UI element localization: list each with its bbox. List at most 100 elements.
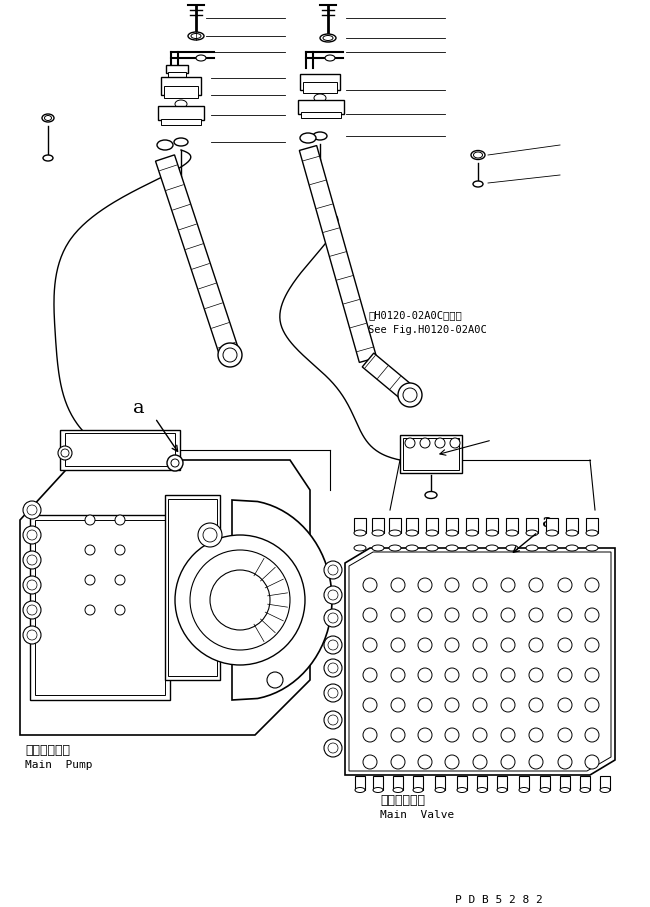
Ellipse shape — [546, 530, 558, 536]
Circle shape — [501, 728, 515, 742]
Circle shape — [328, 640, 338, 650]
Ellipse shape — [323, 35, 333, 41]
Circle shape — [558, 608, 572, 622]
Ellipse shape — [325, 55, 335, 61]
Circle shape — [115, 545, 125, 555]
Circle shape — [473, 755, 487, 769]
Circle shape — [324, 684, 342, 702]
Bar — [164, 86, 198, 98]
Polygon shape — [20, 460, 310, 735]
Circle shape — [558, 668, 572, 682]
Circle shape — [558, 578, 572, 592]
Ellipse shape — [175, 100, 187, 108]
Circle shape — [585, 578, 599, 592]
Circle shape — [328, 715, 338, 725]
Circle shape — [445, 638, 459, 652]
Ellipse shape — [435, 787, 445, 793]
Bar — [60, 430, 180, 470]
Circle shape — [223, 348, 237, 362]
Bar — [580, 776, 590, 790]
Circle shape — [324, 586, 342, 604]
Bar — [373, 776, 383, 790]
Ellipse shape — [473, 152, 482, 158]
Ellipse shape — [314, 94, 326, 102]
Circle shape — [324, 561, 342, 579]
Bar — [158, 106, 204, 120]
Circle shape — [473, 608, 487, 622]
Bar — [406, 518, 418, 533]
Ellipse shape — [580, 787, 590, 793]
Ellipse shape — [426, 530, 438, 536]
Bar — [457, 776, 467, 790]
Ellipse shape — [446, 545, 458, 551]
Circle shape — [167, 455, 183, 471]
Circle shape — [445, 755, 459, 769]
Circle shape — [328, 613, 338, 623]
Circle shape — [328, 590, 338, 600]
Circle shape — [391, 755, 405, 769]
Circle shape — [418, 578, 432, 592]
Ellipse shape — [506, 545, 518, 551]
Text: Main  Valve: Main Valve — [380, 810, 454, 820]
Ellipse shape — [519, 787, 529, 793]
Circle shape — [585, 698, 599, 712]
Bar — [600, 776, 610, 790]
Ellipse shape — [497, 787, 507, 793]
Circle shape — [529, 755, 543, 769]
Ellipse shape — [586, 545, 598, 551]
Ellipse shape — [566, 530, 578, 536]
Ellipse shape — [446, 530, 458, 536]
Circle shape — [585, 755, 599, 769]
Bar — [355, 776, 365, 790]
Circle shape — [558, 755, 572, 769]
Bar — [161, 119, 201, 125]
Bar — [372, 518, 384, 533]
Bar — [526, 518, 538, 533]
Circle shape — [391, 608, 405, 622]
Circle shape — [324, 659, 342, 677]
Circle shape — [23, 626, 41, 644]
Polygon shape — [349, 552, 611, 771]
Ellipse shape — [540, 787, 550, 793]
Bar — [413, 776, 423, 790]
Bar — [354, 518, 366, 533]
Circle shape — [418, 608, 432, 622]
Ellipse shape — [393, 787, 403, 793]
Ellipse shape — [406, 530, 418, 536]
Circle shape — [324, 739, 342, 757]
Bar — [497, 776, 507, 790]
Circle shape — [85, 545, 95, 555]
Text: Main  Pump: Main Pump — [25, 760, 92, 770]
Ellipse shape — [600, 787, 610, 793]
Ellipse shape — [354, 530, 366, 536]
Circle shape — [501, 668, 515, 682]
Circle shape — [529, 668, 543, 682]
Ellipse shape — [372, 545, 384, 551]
Circle shape — [418, 698, 432, 712]
Ellipse shape — [188, 32, 204, 40]
Ellipse shape — [473, 181, 483, 187]
Circle shape — [501, 578, 515, 592]
Ellipse shape — [486, 530, 498, 536]
Ellipse shape — [471, 151, 485, 160]
Ellipse shape — [157, 140, 173, 150]
Circle shape — [445, 608, 459, 622]
Ellipse shape — [413, 787, 423, 793]
Bar — [540, 776, 550, 790]
Circle shape — [27, 605, 37, 615]
Circle shape — [450, 438, 460, 448]
Circle shape — [529, 728, 543, 742]
Bar — [566, 518, 578, 533]
Circle shape — [363, 698, 377, 712]
Circle shape — [210, 570, 270, 630]
Text: a: a — [133, 399, 144, 417]
Circle shape — [115, 575, 125, 585]
Ellipse shape — [43, 155, 53, 161]
Bar — [300, 74, 340, 90]
Ellipse shape — [320, 34, 336, 42]
Circle shape — [501, 698, 515, 712]
Bar — [301, 112, 341, 118]
Bar — [168, 72, 186, 78]
Circle shape — [445, 728, 459, 742]
Circle shape — [585, 668, 599, 682]
